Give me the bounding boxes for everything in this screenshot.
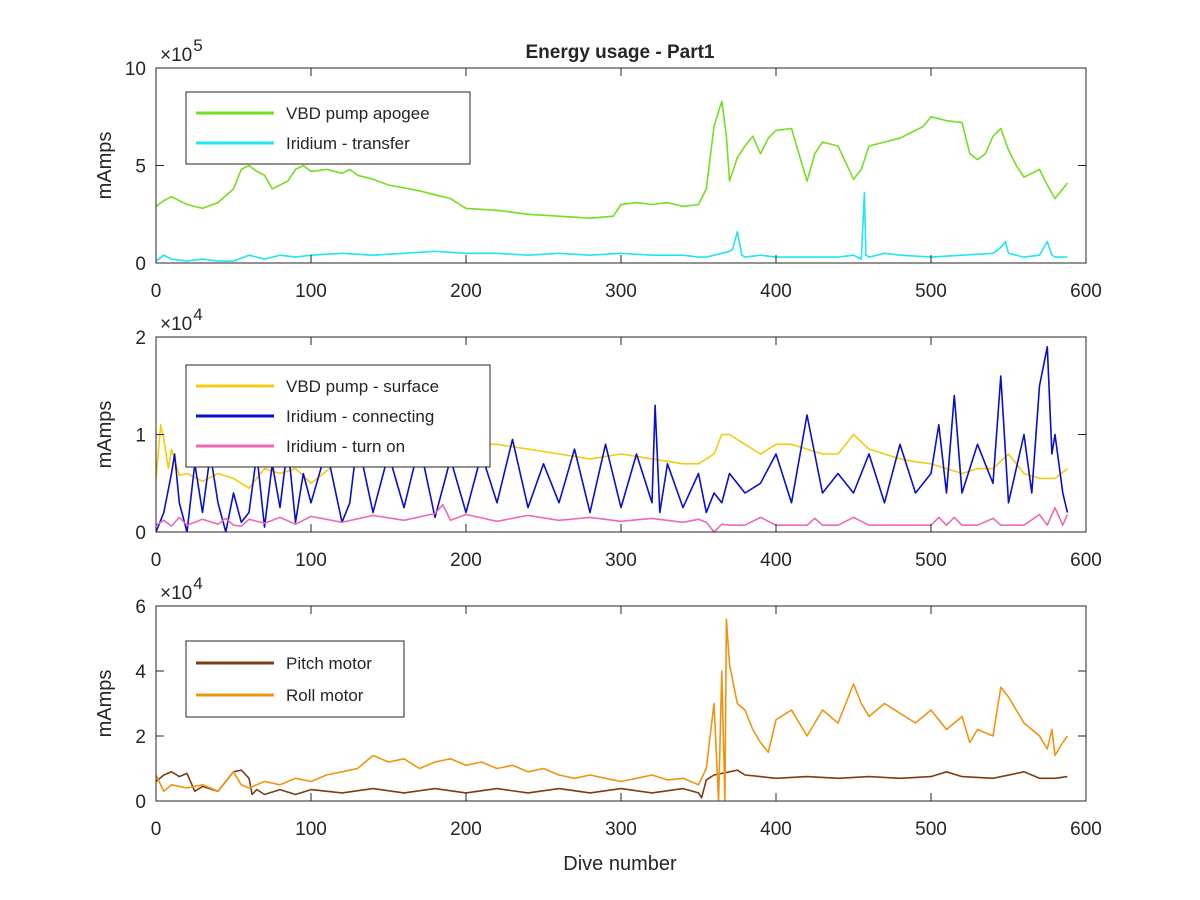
panel-2: 0 100 200 300 400 500 600 0 1 2 ×10 4 mAmps VBD pump … bbox=[94, 305, 1102, 571]
legend-box bbox=[185, 640, 405, 718]
x-tick-label: 300 bbox=[605, 819, 637, 840]
x-tick-label: 100 bbox=[295, 281, 327, 302]
legend-label: Pitch motor bbox=[286, 654, 372, 673]
y-tick-label: 2 bbox=[135, 727, 146, 748]
x-tick-label: 0 bbox=[151, 550, 162, 571]
y-tick-label: 4 bbox=[135, 662, 146, 683]
y-tick-label: 5 bbox=[135, 157, 146, 178]
series-line-iridium-connecting bbox=[156, 346, 1069, 532]
y-axis-label: mAmps bbox=[94, 670, 116, 738]
legend-label: VBD pump apogee bbox=[286, 104, 430, 123]
x-tick-label: 500 bbox=[915, 281, 947, 302]
x-tick-label: 600 bbox=[1070, 281, 1102, 302]
legend-label: Roll motor bbox=[286, 686, 364, 705]
figure-title: Energy usage - Part1 bbox=[525, 42, 714, 63]
y-tick-label: 10 bbox=[125, 59, 146, 80]
y-multiplier-exponent: 4 bbox=[193, 574, 202, 593]
x-tick-label: 400 bbox=[760, 819, 792, 840]
series-line-vbd-pump-surface bbox=[156, 424, 1068, 489]
y-multiplier: ×10 bbox=[160, 583, 192, 604]
x-tick-label: 400 bbox=[760, 281, 792, 302]
y-axis-label: mAmps bbox=[94, 132, 116, 200]
x-tick-label: 100 bbox=[295, 819, 327, 840]
x-tick-label: 600 bbox=[1070, 819, 1102, 840]
x-tick-label: 0 bbox=[151, 819, 162, 840]
legend-label: Iridium - transfer bbox=[286, 134, 410, 153]
legend: VBD pump apogee Iridium - transfer bbox=[185, 91, 471, 165]
y-multiplier-exponent: 4 bbox=[193, 305, 202, 324]
y-tick-label: 1 bbox=[135, 426, 146, 447]
x-tick-label: 0 bbox=[151, 281, 162, 302]
x-tick-label: 200 bbox=[450, 819, 482, 840]
y-tick-label: 0 bbox=[135, 792, 146, 813]
series-line-iridium-transfer bbox=[156, 192, 1068, 262]
series-line-roll-motor bbox=[156, 618, 1069, 801]
legend: VBD pump - surface Iridium - connecting Ir… bbox=[185, 364, 491, 468]
x-tick-label: 200 bbox=[450, 550, 482, 571]
y-tick-label: 6 bbox=[135, 597, 146, 618]
legend: Pitch motor Roll motor bbox=[185, 640, 405, 718]
y-multiplier-exponent: 5 bbox=[193, 36, 202, 55]
series-line-vbd-pump-apogee bbox=[156, 100, 1069, 219]
series-line-iridium-turn-on bbox=[156, 503, 1069, 532]
y-tick-label: 2 bbox=[135, 328, 146, 349]
x-tick-label: 100 bbox=[295, 550, 327, 571]
x-tick-label: 500 bbox=[915, 819, 947, 840]
y-tick-label: 0 bbox=[135, 254, 146, 275]
legend-label: VBD pump - surface bbox=[286, 377, 439, 396]
legend-label: Iridium - turn on bbox=[286, 437, 405, 456]
legend-box bbox=[185, 91, 471, 165]
legend-label: Iridium - connecting bbox=[286, 407, 434, 426]
x-tick-label: 300 bbox=[605, 550, 637, 571]
x-tick-label: 600 bbox=[1070, 550, 1102, 571]
x-axis-label: Dive number bbox=[563, 853, 677, 875]
x-tick-label: 400 bbox=[760, 550, 792, 571]
x-tick-label: 500 bbox=[915, 550, 947, 571]
x-tick-label: 300 bbox=[605, 281, 637, 302]
y-tick-label: 0 bbox=[135, 523, 146, 544]
y-axis-label: mAmps bbox=[94, 401, 116, 469]
x-tick-label: 200 bbox=[450, 281, 482, 302]
y-multiplier: ×10 bbox=[160, 314, 192, 335]
series-line-pitch-motor bbox=[156, 769, 1068, 799]
y-multiplier: ×10 bbox=[160, 45, 192, 66]
